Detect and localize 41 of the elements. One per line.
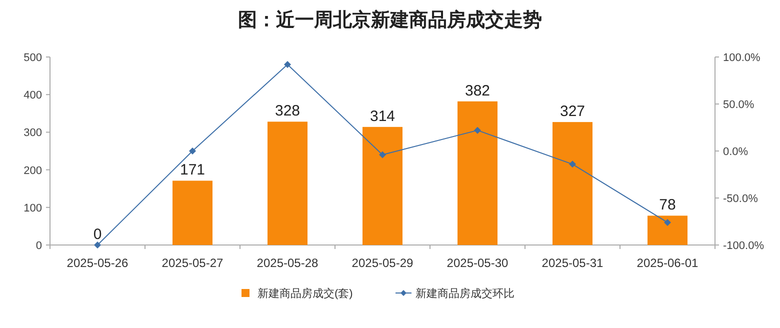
point [379, 151, 386, 158]
data-label: 314 [370, 108, 396, 125]
point [474, 126, 481, 134]
y-tick-label: 400 [24, 90, 42, 102]
x-tick-label: 2025-05-30 [446, 256, 509, 270]
y2-tick-label: 0.0% [723, 146, 748, 158]
data-label: 171 [180, 162, 206, 179]
y-tick-label: 300 [24, 127, 42, 140]
point [94, 242, 101, 248]
data-label: 78 [659, 196, 676, 214]
y2-tick-label: 50.0% [723, 99, 754, 111]
y2-tick-label: -100.0% [723, 240, 764, 252]
x-tick-label: 2025-06-01 [636, 256, 699, 270]
data-label: 0 [93, 226, 102, 243]
data-label: 327 [560, 103, 586, 120]
y-tick-label: 100 [24, 202, 42, 214]
data-label: 328 [274, 102, 300, 120]
x-tick-label: 2025-05-31 [542, 256, 604, 270]
point [664, 218, 671, 226]
y2-tick-label: -50.0% [723, 193, 758, 205]
bar [648, 216, 688, 245]
y-tick-label: 500 [24, 52, 42, 64]
legend-label: 新建商品房成交(套) [258, 287, 353, 300]
bar [172, 180, 212, 245]
chart-title: 图：近一周北京新建商品房成交走势 [238, 9, 542, 31]
data-label: 382 [464, 82, 490, 100]
x-tick-label: 2025-05-26 [66, 256, 129, 270]
legend-label: 新建商品房成交环比 [416, 287, 514, 300]
y2-tick-label: 100.0% [723, 52, 761, 64]
x-tick-label: 2025-05-28 [256, 256, 319, 270]
bar [458, 101, 498, 245]
bar [362, 126, 402, 245]
point [189, 148, 196, 154]
bar [268, 122, 308, 245]
y-tick-label: 0 [36, 240, 42, 252]
point [284, 61, 291, 68]
y-tick-label: 200 [24, 164, 42, 177]
x-tick-label: 2025-05-29 [352, 256, 414, 270]
x-tick-label: 2025-05-27 [162, 256, 224, 270]
bar [552, 122, 592, 245]
point [569, 160, 576, 168]
